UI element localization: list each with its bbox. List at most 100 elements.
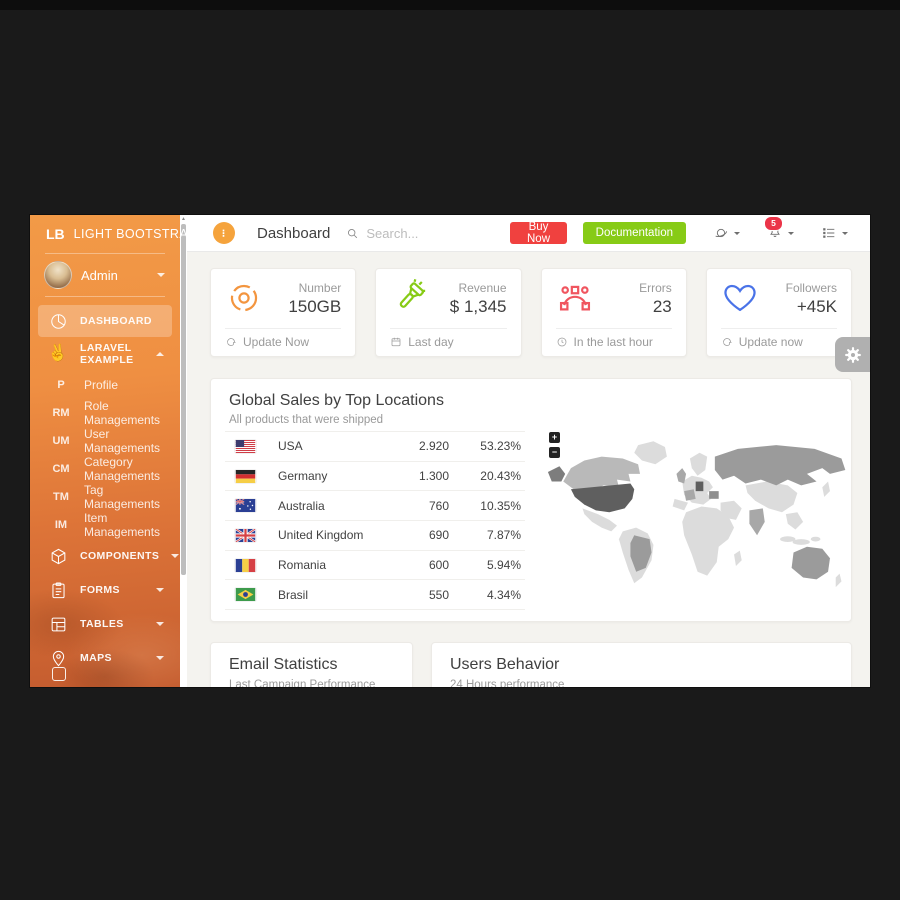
planet-dropdown[interactable]	[713, 225, 740, 241]
sales-value: 760	[428, 498, 449, 513]
item-mini: P	[57, 379, 65, 391]
card-subtitle: 24 Hours performance	[450, 679, 565, 687]
sidebar-item-category-managements[interactable]: CM Category Managements	[30, 455, 180, 483]
sidebar-item-label: COMPONENTS	[80, 550, 160, 562]
sidebar-item-role-managements[interactable]: RM Role Managements	[30, 399, 180, 427]
country-name: Australia	[278, 498, 325, 513]
search-input[interactable]	[364, 224, 499, 242]
chevron-down-icon	[157, 273, 165, 277]
country-name: United Kingdom	[278, 528, 364, 543]
stat-footer[interactable]: Update now	[707, 335, 851, 349]
stat-cards-row: Number 150GB Update Now	[210, 268, 852, 357]
search-icon	[348, 228, 358, 238]
sidebar-item-tables[interactable]: TABLES	[38, 607, 172, 641]
country-new-zealand	[835, 573, 842, 588]
card-title: Email Statistics	[229, 656, 338, 673]
refresh-icon	[227, 338, 236, 346]
chevron-down-icon	[171, 554, 180, 558]
documentation-button[interactable]: Documentation	[582, 222, 686, 244]
sidebar-item-dashboard[interactable]: DASHBOARD	[38, 305, 172, 337]
stat-footer-label: Update Now	[243, 335, 310, 349]
brand[interactable]: LB LIGHT BOOTSTRAP	[30, 215, 196, 253]
stat-footer-label: Last day	[408, 335, 454, 349]
country-name: Brasil	[278, 587, 309, 602]
brand-mini[interactable]: LB	[46, 226, 65, 242]
map-zoom-in-button[interactable]: +	[549, 432, 560, 443]
country-germany	[695, 481, 704, 492]
calendar-icon	[391, 337, 401, 347]
map-zoom-out-button[interactable]: −	[549, 447, 560, 458]
world-map[interactable]: + −	[546, 427, 853, 609]
sidebar-item-laravel-example[interactable]: ✌ LARAVEL EXAMPLE	[38, 337, 172, 371]
item-label: Role Managements	[84, 399, 161, 427]
stat-value: 150GB	[288, 297, 342, 316]
sidebar-user[interactable]: Admin	[30, 254, 180, 296]
users-behavior-card: Users Behavior 24 Hours performance	[431, 642, 852, 687]
map-pin-icon	[48, 648, 68, 668]
settings-button[interactable]	[835, 337, 870, 372]
sidebar-item-tag-managements[interactable]: TM Tag Managements	[30, 483, 180, 511]
dashboard-window: LB LIGHT BOOTSTRAP Admin DASHBOARD ✌	[30, 215, 870, 687]
sidebar-item-user-managements[interactable]: UM User Managements	[30, 427, 180, 455]
main-area: ⁝ Dashboard Buy Now Documentation 5	[187, 215, 870, 687]
stat-card-errors: Errors 23 In the last hour	[540, 268, 687, 357]
country-mexico	[582, 508, 617, 532]
sidebar-toggle-button[interactable]: ⁝	[213, 222, 235, 244]
sidebar-item-forms[interactable]: FORMS	[38, 573, 172, 607]
sales-value: 1.300	[418, 469, 449, 484]
region-iberia	[672, 498, 688, 511]
country-china	[745, 481, 798, 513]
sales-value: 550	[428, 587, 449, 602]
chevron-down-icon	[734, 231, 740, 235]
chevron-down-icon	[156, 588, 164, 592]
sales-percent: 20.43%	[480, 469, 521, 484]
chevron-up-icon	[156, 352, 164, 356]
scrollbar-thumb[interactable]	[181, 224, 186, 575]
country-name: USA	[278, 439, 303, 454]
partial-next-item-icon	[52, 667, 66, 681]
buy-now-button[interactable]: Buy Now	[510, 221, 567, 245]
stat-label: Revenue	[458, 281, 507, 295]
sidebar-scrollbar[interactable]: ▲	[180, 215, 187, 687]
region-middle-east	[720, 500, 742, 520]
card-title: Users Behavior	[450, 656, 560, 673]
stat-footer[interactable]: In the last hour	[542, 335, 686, 349]
stat-value: $ 1,345	[449, 297, 507, 316]
country-name: Germany	[278, 469, 328, 484]
stat-footer[interactable]: Update Now	[211, 335, 355, 349]
sidebar-item-label: TABLES	[80, 618, 124, 630]
country-uk	[676, 468, 687, 484]
table-row: USA 2.920 53.23%	[225, 431, 525, 462]
sidebar-item-item-managements[interactable]: IM Item Managements	[30, 511, 180, 539]
stat-label: Followers	[785, 281, 837, 295]
table-icon	[48, 614, 68, 634]
pie-chart-icon	[48, 311, 68, 331]
country-usa	[570, 483, 635, 513]
item-label: Item Managements	[84, 511, 161, 539]
table-row: Romania 600 5.94%	[225, 551, 525, 581]
canvas-top-strip	[0, 0, 900, 10]
sidebar-background	[30, 215, 180, 687]
sales-table: USA 2.920 53.23% Germany 1.300 20.43% Au…	[225, 431, 525, 611]
sidebar-item-components[interactable]: COMPONENTS	[38, 539, 180, 573]
flag-usa	[235, 439, 256, 453]
chevron-down-icon	[788, 231, 794, 235]
sales-percent: 53.23%	[480, 439, 521, 454]
item-label: Category Managements	[84, 455, 161, 483]
sidebar-item-maps[interactable]: MAPS	[38, 641, 172, 675]
stat-footer[interactable]: Last day	[376, 335, 520, 349]
global-sales-card: Global Sales by Top Locations All produc…	[210, 378, 852, 622]
country-japan	[822, 481, 830, 497]
sales-value: 690	[428, 528, 449, 543]
sidebar-item-profile[interactable]: P Profile	[30, 371, 180, 399]
chevron-down-icon	[842, 231, 848, 235]
bottom-cards-row: Email Statistics Last Campaign Performan…	[210, 642, 852, 687]
sales-value: 600	[428, 558, 449, 573]
flashlight-icon	[390, 278, 430, 319]
menu-dropdown[interactable]	[821, 225, 848, 241]
notifications-dropdown[interactable]: 5	[764, 215, 794, 244]
brand-name[interactable]: LIGHT BOOTSTRAP	[73, 227, 197, 241]
scroll-up-arrow[interactable]: ▲	[181, 216, 186, 222]
search-box[interactable]	[346, 224, 499, 242]
card-subtitle: All products that were shipped	[229, 414, 384, 426]
